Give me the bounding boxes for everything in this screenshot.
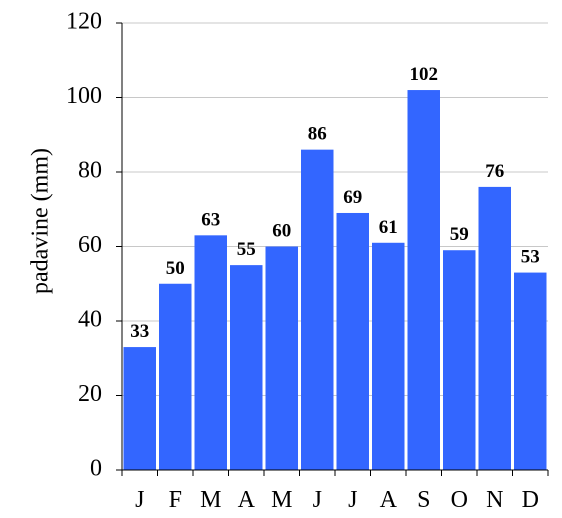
x-tick-label: J xyxy=(348,487,357,513)
bar xyxy=(478,186,511,470)
bar xyxy=(514,272,547,470)
data-label: 50 xyxy=(166,258,185,279)
data-label: 61 xyxy=(379,217,398,238)
bar xyxy=(443,250,476,470)
x-tick-label: N xyxy=(486,487,503,513)
y-tick-label: 60 xyxy=(78,232,102,258)
y-tick-label: 0 xyxy=(90,456,102,482)
bar xyxy=(372,242,405,470)
gridlines xyxy=(122,22,548,396)
x-tick-label: M xyxy=(271,487,292,513)
x-tick-label: F xyxy=(169,487,182,513)
data-label: 63 xyxy=(201,209,220,230)
x-tick-label: M xyxy=(200,487,221,513)
bar xyxy=(159,283,192,470)
bar xyxy=(265,246,298,470)
y-tick-label: 20 xyxy=(78,381,102,407)
y-tick-labels: 0 20 40 60 80 100 120 xyxy=(66,9,102,482)
x-tick-label: S xyxy=(417,487,430,513)
bar xyxy=(194,235,227,470)
y-tick-label: 80 xyxy=(78,158,102,184)
x-tick-label: D xyxy=(522,487,539,513)
y-axis-title: padavine (mm) xyxy=(28,148,54,294)
bar xyxy=(230,265,263,470)
x-tick-label: O xyxy=(451,487,468,513)
data-label: 102 xyxy=(410,64,439,85)
data-label: 69 xyxy=(343,187,362,208)
data-label: 33 xyxy=(130,321,149,342)
data-label: 76 xyxy=(485,161,504,182)
data-label: 53 xyxy=(521,247,540,268)
bar xyxy=(336,212,369,470)
bar xyxy=(407,90,440,471)
x-tick-label: A xyxy=(238,487,256,513)
y-tick-label: 100 xyxy=(66,83,102,109)
y-tick-label: 40 xyxy=(78,307,102,333)
data-label: 59 xyxy=(450,224,469,245)
bar xyxy=(123,347,156,470)
bar xyxy=(301,149,334,470)
data-labels: 33 50 63 55 60 86 69 61 102 59 76 53 xyxy=(130,64,540,342)
data-label: 55 xyxy=(237,239,256,260)
x-tick-label: J xyxy=(313,487,322,513)
x-tick-label: A xyxy=(380,487,398,513)
y-tick-label: 120 xyxy=(66,9,102,35)
axes xyxy=(116,22,549,476)
bars xyxy=(123,90,547,471)
data-label: 60 xyxy=(272,221,291,242)
data-label: 86 xyxy=(308,124,327,145)
x-tick-label: J xyxy=(135,487,144,513)
